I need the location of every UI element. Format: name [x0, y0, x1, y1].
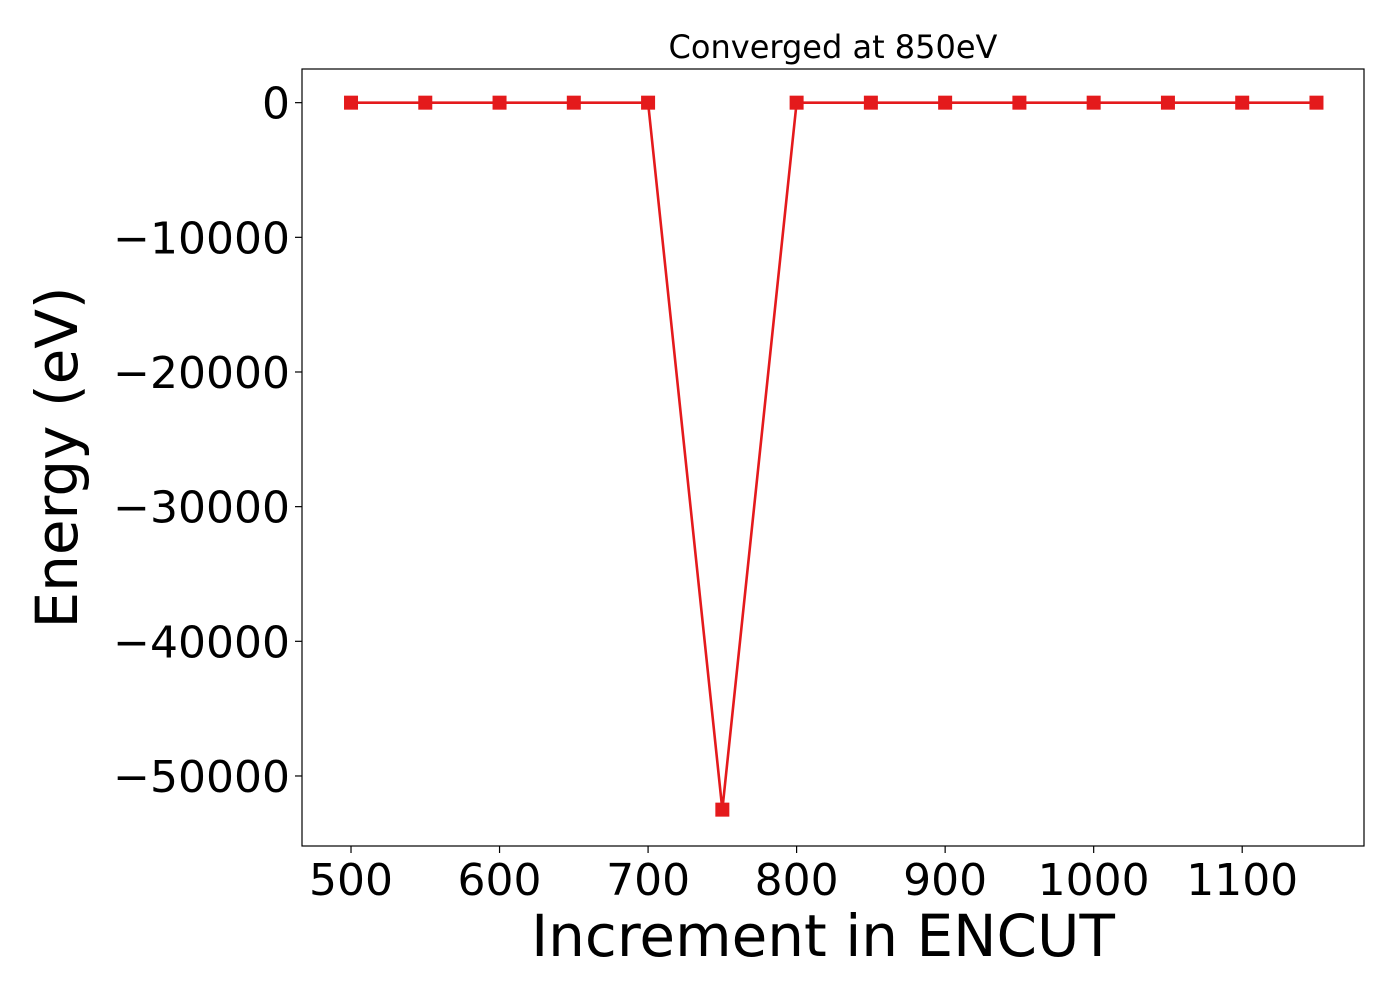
y-axis-label: Energy (eV) — [23, 286, 91, 628]
chart-title: Converged at 850eV — [669, 28, 998, 66]
x-tick-label: 500 — [309, 855, 393, 906]
x-axis-ticks: 500 600 700 800 900 1000 1100 — [309, 846, 1298, 906]
x-tick-label: 1100 — [1186, 855, 1298, 906]
y-axis-ticks: 0 −10000 −20000 −30000 −40000 −50000 — [113, 79, 302, 803]
energy-data-point — [344, 95, 359, 110]
energy-data-point — [1309, 95, 1324, 110]
energy-data-point — [1160, 95, 1175, 110]
energy-data-point — [641, 95, 656, 110]
x-tick-label: 900 — [903, 855, 987, 906]
energy-data-point — [938, 95, 953, 110]
y-tick-label: −20000 — [113, 348, 290, 399]
x-tick-label: 600 — [458, 855, 542, 906]
x-tick-label: 700 — [606, 855, 690, 906]
energy-data-point — [863, 95, 878, 110]
y-tick-label: −50000 — [113, 752, 290, 803]
energy-data-point — [1012, 95, 1027, 110]
energy-data-point — [1235, 95, 1250, 110]
x-tick-label: 1000 — [1038, 855, 1150, 906]
series-layer — [344, 95, 1324, 817]
y-tick-label: −40000 — [113, 617, 290, 668]
energy-data-point — [418, 95, 433, 110]
plot-area-frame — [301, 68, 1365, 847]
x-tick-label: 800 — [755, 855, 839, 906]
energy-data-point — [1086, 95, 1101, 110]
energy-data-point — [789, 95, 804, 110]
energy-series-line — [351, 101, 1317, 810]
energy-data-point — [566, 95, 581, 110]
y-tick-label: 0 — [262, 79, 290, 130]
y-tick-label: −10000 — [113, 213, 290, 264]
y-tick-label: −30000 — [113, 483, 290, 534]
x-axis-label: Increment in ENCUT — [531, 902, 1115, 970]
energy-data-point — [492, 95, 507, 110]
energy-data-point — [715, 802, 730, 817]
